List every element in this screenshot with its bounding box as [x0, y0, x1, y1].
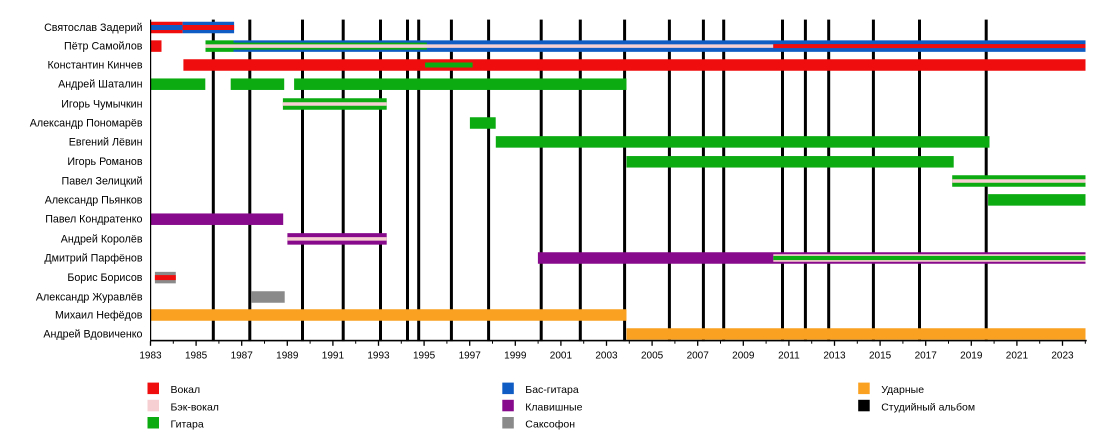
- svg-text:Александр Пьянков: Александр Пьянков: [45, 194, 143, 206]
- svg-text:Андрей Шаталин: Андрей Шаталин: [58, 79, 143, 91]
- svg-text:1995: 1995: [413, 351, 436, 362]
- svg-text:2007: 2007: [687, 351, 710, 362]
- svg-text:2017: 2017: [915, 351, 938, 362]
- svg-text:1999: 1999: [504, 351, 527, 362]
- svg-text:1991: 1991: [322, 351, 345, 362]
- svg-text:2005: 2005: [641, 351, 664, 362]
- svg-text:2023: 2023: [1051, 351, 1074, 362]
- svg-text:1987: 1987: [231, 351, 254, 362]
- svg-text:Дмитрий Парфёнов: Дмитрий Парфёнов: [44, 252, 142, 264]
- svg-text:2003: 2003: [595, 351, 618, 362]
- svg-text:Вокал: Вокал: [171, 384, 201, 396]
- svg-text:Саксофон: Саксофон: [525, 419, 575, 430]
- svg-text:2001: 2001: [550, 351, 573, 362]
- svg-text:2009: 2009: [732, 351, 755, 362]
- svg-text:Бэк-вокал: Бэк-вокал: [171, 401, 219, 413]
- svg-text:Константин Кинчев: Константин Кинчев: [47, 59, 142, 71]
- svg-text:1993: 1993: [367, 351, 390, 362]
- svg-text:Александр Пономарёв: Александр Пономарёв: [30, 117, 143, 129]
- svg-text:2021: 2021: [1006, 351, 1029, 362]
- svg-text:Клавишные: Клавишные: [525, 401, 582, 413]
- svg-text:Евгений Лёвин: Евгений Лёвин: [69, 136, 143, 148]
- svg-text:2015: 2015: [869, 351, 892, 362]
- svg-text:Михаил Нефёдов: Михаил Нефёдов: [55, 309, 143, 321]
- svg-text:Студийный альбом: Студийный альбом: [881, 401, 975, 413]
- svg-text:Павел Кондратенко: Павел Кондратенко: [45, 214, 142, 226]
- svg-text:Ударные: Ударные: [881, 384, 924, 396]
- svg-text:2019: 2019: [960, 351, 983, 362]
- svg-text:Гитара: Гитара: [171, 419, 204, 430]
- svg-text:Борис Борисов: Борис Борисов: [67, 272, 142, 284]
- svg-text:1985: 1985: [185, 351, 208, 362]
- svg-text:Александр Журавлёв: Александр Журавлёв: [36, 291, 143, 303]
- svg-text:1989: 1989: [276, 351, 299, 362]
- svg-text:1997: 1997: [459, 351, 482, 362]
- svg-text:Святослав Задерий: Святослав Задерий: [44, 22, 142, 34]
- svg-text:2013: 2013: [823, 351, 846, 362]
- svg-text:2011: 2011: [778, 351, 800, 362]
- svg-text:Павел Зелицкий: Павел Зелицкий: [62, 175, 143, 187]
- svg-text:Игорь Романов: Игорь Романов: [67, 156, 143, 168]
- svg-text:Пётр Самойлов: Пётр Самойлов: [64, 41, 143, 53]
- svg-text:Андрей Вдовиченко: Андрей Вдовиченко: [43, 328, 142, 340]
- svg-text:Андрей Королёв: Андрей Королёв: [61, 233, 143, 245]
- svg-text:Игорь Чумычкин: Игорь Чумычкин: [61, 98, 142, 110]
- svg-text:1983: 1983: [139, 351, 162, 362]
- svg-text:Бас-гитара: Бас-гитара: [525, 384, 579, 396]
